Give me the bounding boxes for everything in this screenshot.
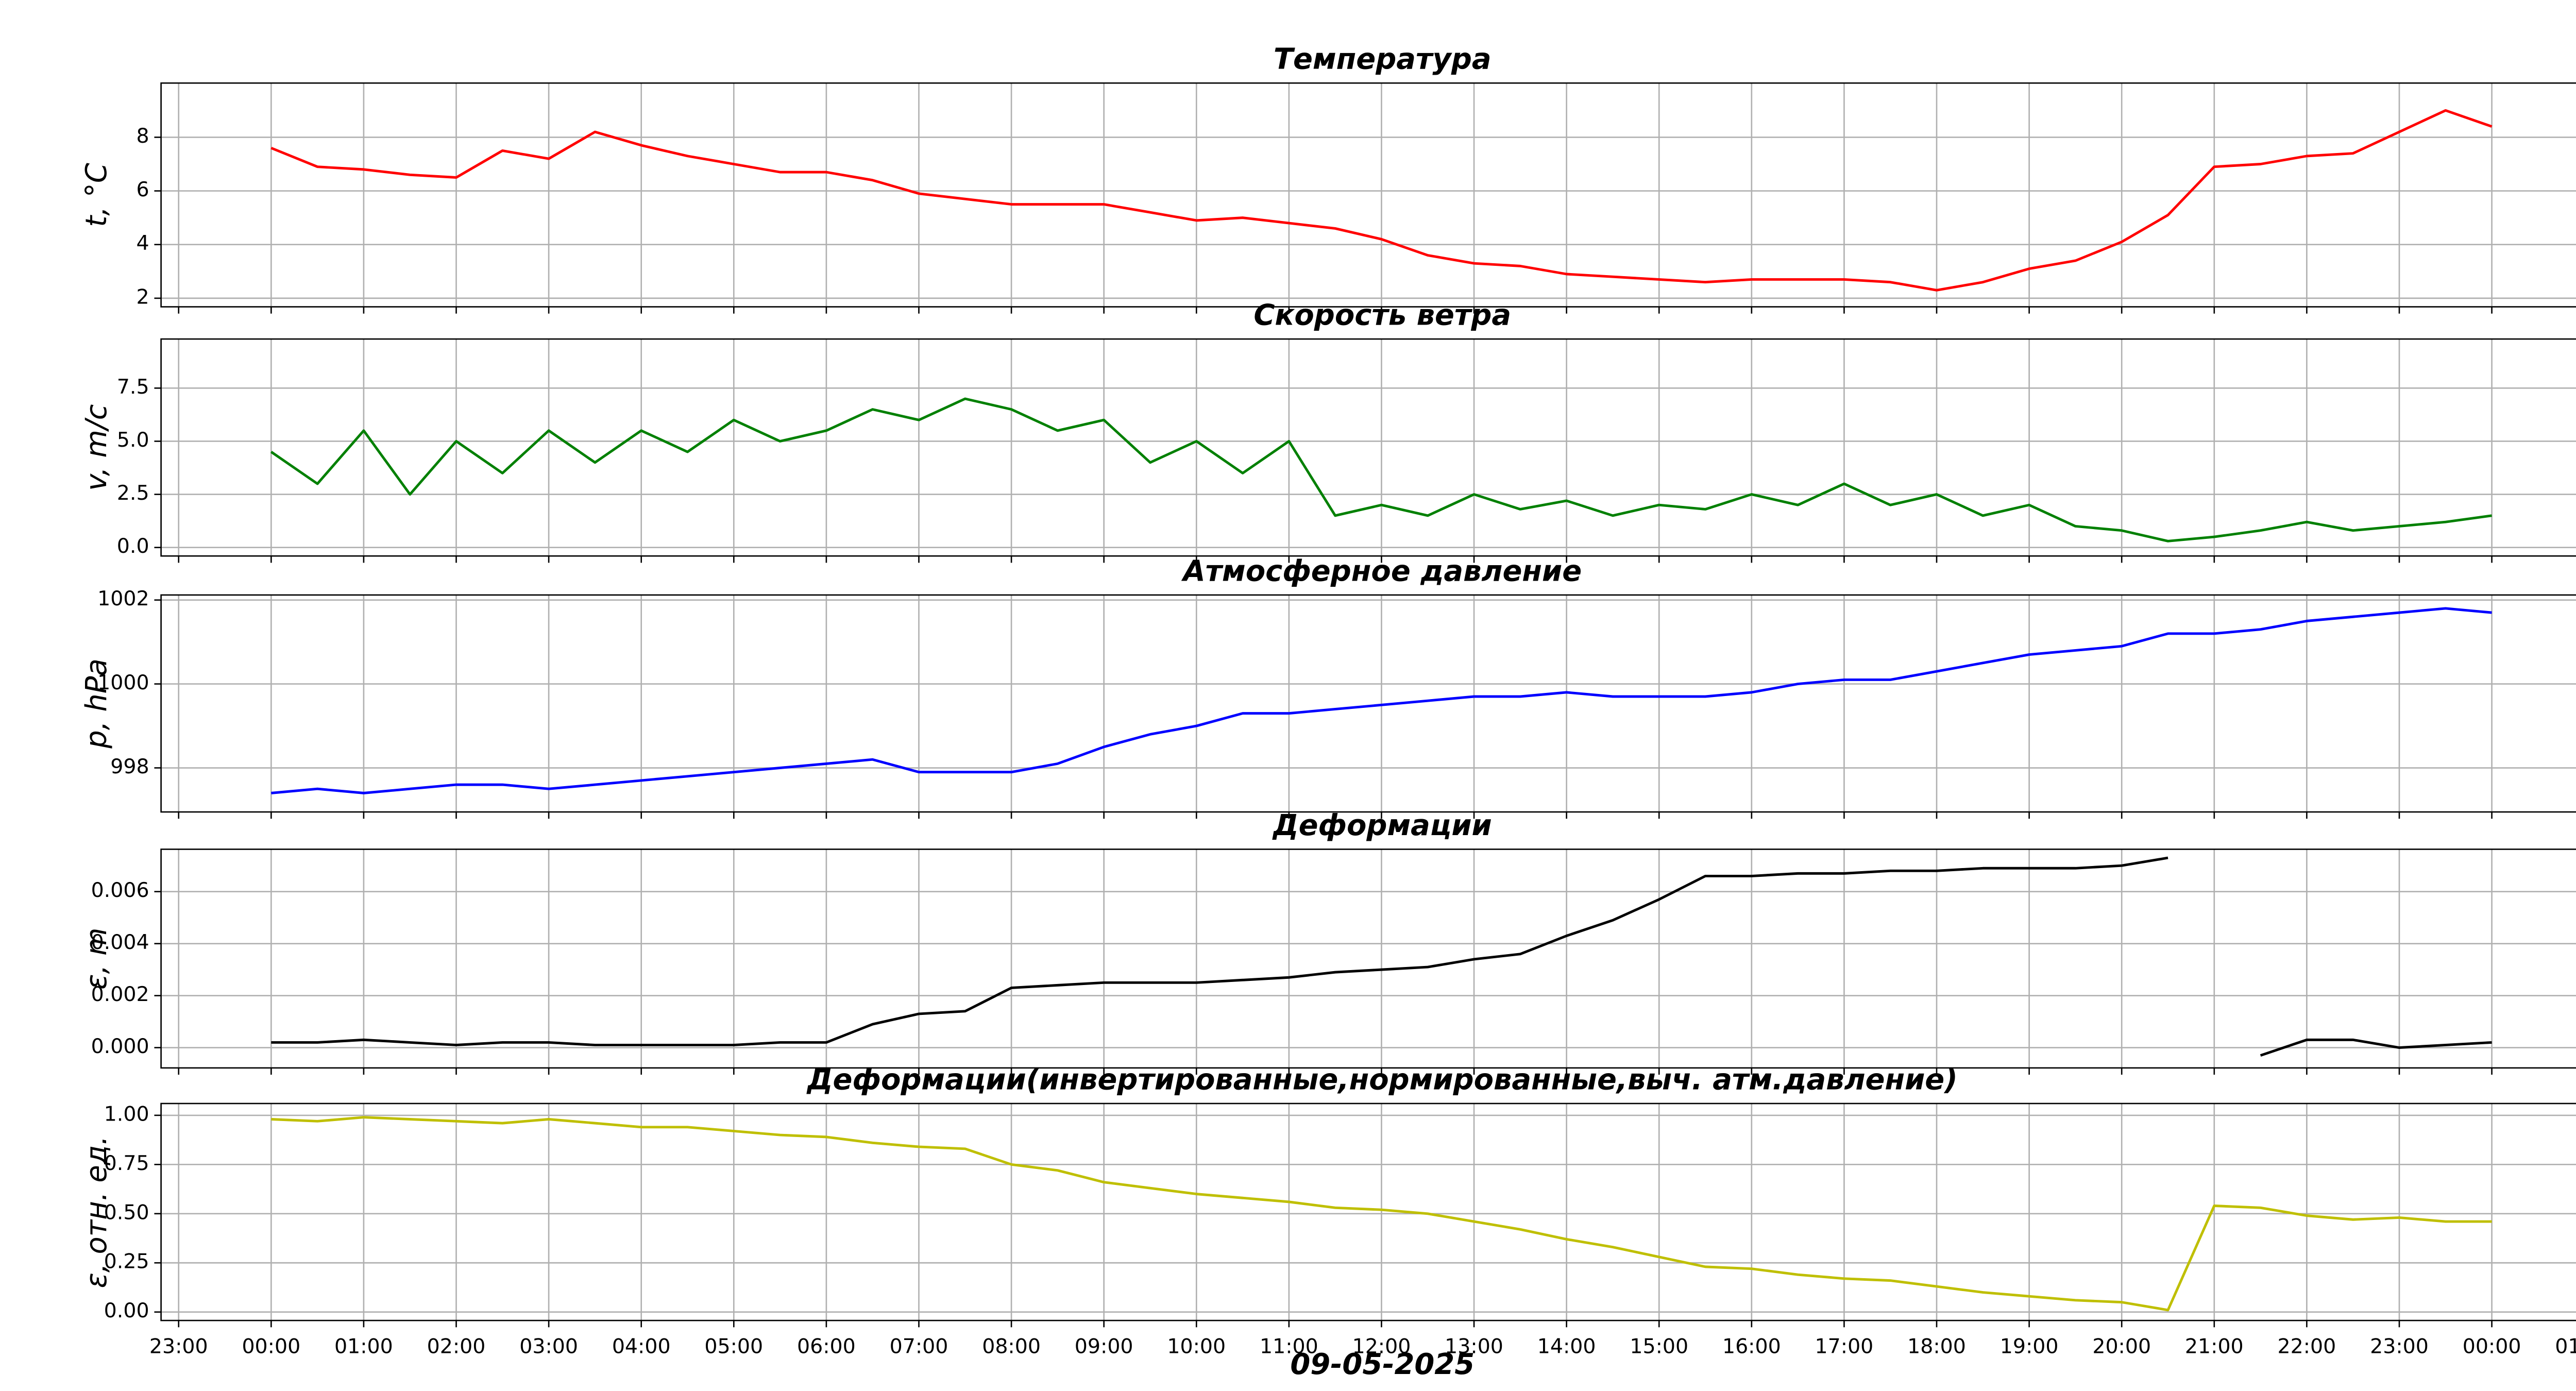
axes-frame bbox=[160, 338, 2576, 557]
y-tick-label: 0.0 bbox=[117, 534, 149, 558]
x-tick-label: 01:00 bbox=[334, 1334, 393, 1358]
x-tick-label: 21:00 bbox=[2185, 1334, 2244, 1358]
x-tick-label: 14:00 bbox=[1537, 1334, 1596, 1358]
y-tick-label: 6 bbox=[136, 178, 149, 201]
y-axis-label: ε, отн. ед. bbox=[80, 1136, 113, 1288]
y-axis-label: ε, m bbox=[80, 928, 113, 990]
x-tick-label: 00:00 bbox=[242, 1334, 300, 1358]
y-tick-label: 4 bbox=[136, 231, 149, 255]
y-tick-label: 0.75 bbox=[104, 1151, 149, 1175]
data-line bbox=[270, 109, 2493, 292]
y-tick-label: 1002 bbox=[97, 587, 149, 610]
y-axis-label: v, m/c bbox=[80, 404, 113, 491]
x-tick-label: 22:00 bbox=[2278, 1334, 2336, 1358]
x-tick-label: 19:00 bbox=[2000, 1334, 2059, 1358]
y-axis-label: t, °C bbox=[80, 163, 113, 227]
y-tick-label: 2.5 bbox=[117, 481, 149, 505]
data-line bbox=[271, 1116, 2492, 1312]
x-tick-label: 09:00 bbox=[1075, 1334, 1133, 1358]
x-tick-label: 02:00 bbox=[427, 1334, 486, 1358]
x-tick-label: 01:00 bbox=[2555, 1334, 2576, 1358]
x-tick-label: 05:00 bbox=[704, 1334, 763, 1358]
axes-frame bbox=[160, 849, 2576, 1069]
y-tick-label: 0.002 bbox=[91, 982, 149, 1006]
y-tick-label: 5.0 bbox=[117, 428, 149, 452]
x-tick-label: 10:00 bbox=[1167, 1334, 1226, 1358]
axes-frame bbox=[160, 594, 2576, 813]
x-tick-label: 04:00 bbox=[612, 1334, 671, 1358]
x-tick-label: 15:00 bbox=[1630, 1334, 1688, 1358]
data-line bbox=[271, 607, 2492, 794]
x-tick-label: 23:00 bbox=[149, 1334, 208, 1358]
x-tick-label: 11:00 bbox=[1260, 1334, 1318, 1358]
y-tick-label: 2 bbox=[136, 285, 149, 309]
x-tick-label: 08:00 bbox=[982, 1334, 1041, 1358]
x-tick-label: 07:00 bbox=[890, 1334, 948, 1358]
x-tick-label: 18:00 bbox=[1907, 1334, 1966, 1358]
x-tick-label: 17:00 bbox=[1815, 1334, 1874, 1358]
x-tick-label: 20:00 bbox=[2092, 1334, 2151, 1358]
chart-title: Температура bbox=[1274, 43, 1492, 76]
data-line bbox=[270, 397, 2492, 542]
y-tick-label: 0.25 bbox=[104, 1250, 149, 1274]
y-tick-label: 1000 bbox=[97, 671, 149, 694]
y-tick-label: 0.000 bbox=[91, 1034, 149, 1058]
x-tick-label: 06:00 bbox=[797, 1334, 856, 1358]
y-tick-label: 8 bbox=[136, 124, 149, 148]
x-tick-label: 12:00 bbox=[1352, 1334, 1411, 1358]
x-tick-label: 23:00 bbox=[2370, 1334, 2429, 1358]
chart-title: Деформации(инвертированные,нормированные… bbox=[806, 1063, 1958, 1096]
y-tick-label: 0.006 bbox=[91, 878, 149, 902]
chart-title: Скорость ветра bbox=[1253, 298, 1511, 332]
y-tick-label: 7.5 bbox=[117, 375, 149, 399]
chart-title: Деформации bbox=[1272, 809, 1492, 842]
chart-title: Атмосферное давление bbox=[1181, 554, 1582, 588]
y-tick-label: 998 bbox=[110, 755, 149, 778]
y-tick-label: 1.00 bbox=[104, 1102, 149, 1126]
x-tick-label: 13:00 bbox=[1445, 1334, 1503, 1358]
x-tick-label: 03:00 bbox=[519, 1334, 578, 1358]
y-tick-label: 0.00 bbox=[104, 1299, 149, 1322]
y-tick-label: 0.004 bbox=[91, 930, 149, 954]
y-axis-label: p, hPa bbox=[80, 658, 113, 749]
x-tick-label: 16:00 bbox=[1722, 1334, 1781, 1358]
axes-frame bbox=[160, 1102, 2576, 1321]
axes-frame bbox=[160, 82, 2576, 308]
y-tick-label: 0.50 bbox=[104, 1200, 149, 1224]
data-line bbox=[271, 856, 2492, 1057]
x-tick-label: 00:00 bbox=[2463, 1334, 2521, 1358]
x-axis-label: 09-05-2025 bbox=[1290, 1348, 1475, 1381]
